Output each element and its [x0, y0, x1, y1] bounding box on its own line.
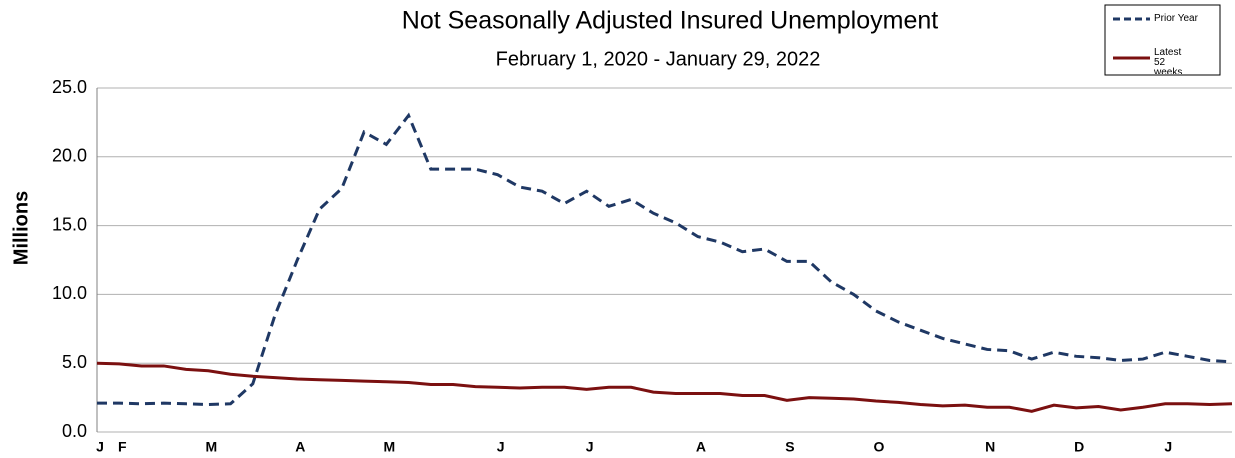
y-tick-label: 5.0 [62, 352, 87, 372]
x-tick-label: M [205, 439, 217, 455]
y-tick-label: 15.0 [52, 214, 87, 234]
x-tick-label: J [96, 439, 104, 455]
y-axis-label: Millions [10, 191, 32, 265]
x-tick-label: M [383, 439, 395, 455]
chart-subtitle: February 1, 2020 - January 29, 2022 [496, 48, 821, 70]
legend-box [1104, 4, 1221, 76]
x-tick-label: S [785, 439, 794, 455]
series-line [97, 112, 1233, 406]
x-tick-label: N [985, 439, 995, 455]
y-tick-label: 10.0 [52, 283, 87, 303]
x-tick-label: A [696, 439, 706, 455]
chart-title: Not Seasonally Adjusted Insured Unemploy… [402, 7, 938, 35]
x-tick-label: J [586, 439, 594, 455]
y-tick-label: 25.0 [52, 77, 87, 97]
legend-label-box: Latest 52 weeks [1154, 48, 1183, 74]
x-tick-label: D [1074, 439, 1084, 455]
legend-label: Prior Year [1154, 13, 1198, 24]
x-tick-label: J [497, 439, 505, 455]
y-tick-label: 20.0 [52, 146, 87, 166]
legend-label: Latest 52 weeks [1154, 48, 1183, 74]
x-tick-label: A [295, 439, 305, 455]
series-line [96, 361, 1233, 413]
legend-label-box: Prior Year [1154, 13, 1198, 24]
x-tick-label: F [118, 439, 127, 455]
x-tick-label: O [873, 439, 884, 455]
y-tick-label: 0.0 [62, 421, 87, 441]
x-tick-label: J [1164, 439, 1172, 455]
